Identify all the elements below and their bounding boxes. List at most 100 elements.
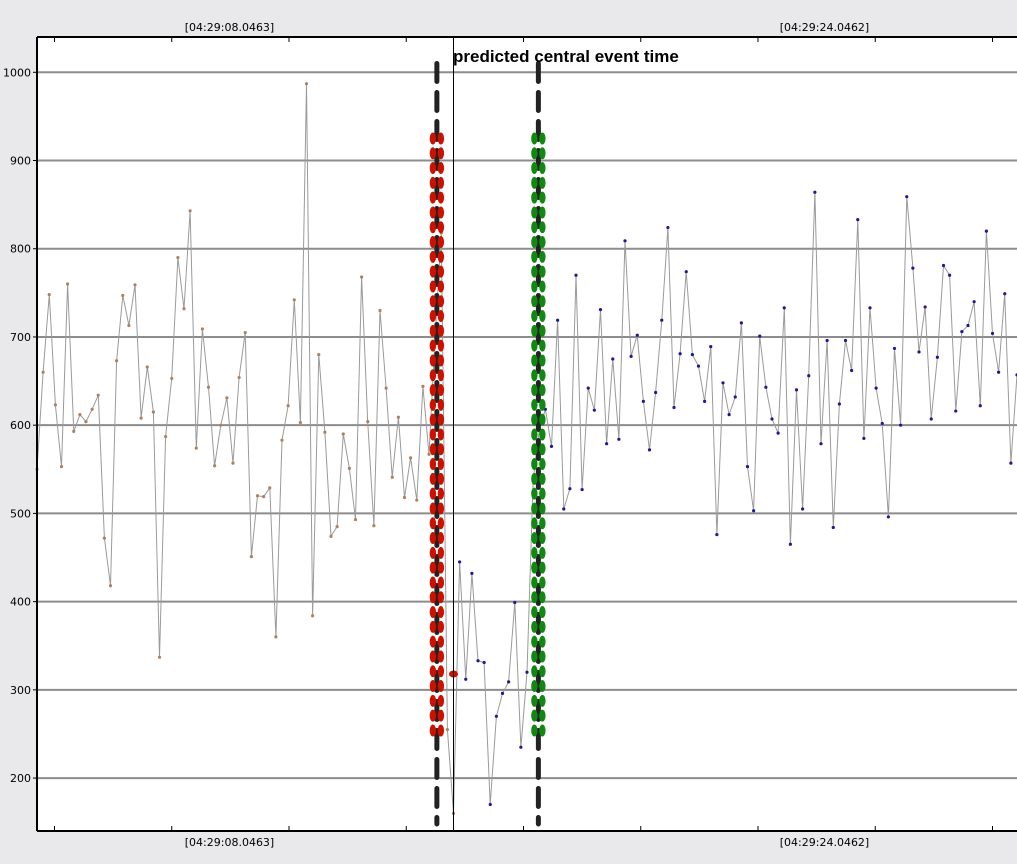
y-tick-label-300: 300 [10,684,31,697]
red-band-marker [429,132,437,145]
red-band-marker [437,250,445,263]
data-point [696,364,701,368]
red-band-marker [429,680,437,693]
green-band-marker [539,606,546,619]
red-band-marker [437,428,445,441]
data-point [813,190,817,194]
data-point [856,218,860,222]
red-band-marker [429,650,437,663]
red-band-marker [429,176,437,189]
green-band-marker [531,665,538,678]
data-point [978,404,982,408]
data-point [997,370,1001,374]
data-point [911,266,915,270]
red-band-marker [437,591,445,604]
time-label-top-left: [04:29:08.0463] [185,21,274,34]
data-point [770,417,774,421]
red-band-marker [429,606,437,619]
green-band-marker [531,324,538,337]
data-point [157,655,162,659]
data-point [666,225,670,230]
data-point [507,680,511,684]
data-point [580,487,584,492]
red-band-marker [437,458,445,471]
data-point [427,452,431,456]
data-point [262,495,266,499]
data-point [745,465,750,469]
red-band-marker [437,635,445,648]
data-point [59,465,64,469]
data-point [255,494,260,498]
red-band-marker [437,709,445,722]
data-point [690,353,694,357]
data-point [311,614,315,618]
green-band-marker [539,191,546,204]
data-point [960,330,964,334]
red-band-marker [429,191,437,204]
data-point [286,404,290,408]
green-band-marker [531,132,538,145]
data-point [929,417,933,421]
red-band-marker [437,517,445,530]
green-band-marker [539,487,546,500]
data-point [127,323,131,328]
data-point [280,438,284,442]
y-tick-label-500: 500 [10,507,31,520]
data-point [758,334,762,338]
green-band-marker [531,694,538,707]
green-band-marker [539,176,546,189]
green-band-marker [531,384,538,397]
data-point [905,195,909,199]
red-band-marker [429,561,437,574]
series-layer [35,82,1017,815]
data-point [396,415,400,419]
green-band-marker [531,339,538,352]
red-band-marker [429,310,437,323]
data-point [948,273,952,277]
red-band-marker [429,458,437,471]
data-point [592,408,596,412]
red-band-marker [429,576,437,589]
data-point [488,802,492,807]
data-point [819,442,823,446]
red-band-marker [437,665,445,678]
green-band-marker [531,606,538,619]
green-band-marker [531,472,538,485]
green-band-marker [539,517,546,530]
green-band-marker [531,176,538,189]
green-band-marker [531,709,538,722]
data-point [941,263,946,268]
data-point [899,423,903,427]
red-band-marker [437,576,445,589]
green-band-marker [531,517,538,530]
red-band-marker [437,324,445,337]
data-point [709,345,713,349]
red-band-marker [429,709,437,722]
data-point [323,430,327,434]
red-band-marker [429,236,437,249]
data-point [635,333,639,337]
data-point [200,327,204,331]
data-point [843,338,848,343]
green-band-marker [539,413,546,426]
gridlines [37,71,1017,780]
data-point [782,306,786,310]
green-band-marker [531,576,538,589]
red-band-marker [429,339,437,352]
data-point [605,442,609,446]
data-point [347,466,351,471]
red-band-marker [437,472,445,485]
data-point [249,555,253,559]
green-band-marker [539,694,546,707]
red-band-marker [437,650,445,663]
red-band-marker [429,724,437,737]
data-point [954,409,958,413]
data-point [139,416,143,420]
red-band-marker [437,191,445,204]
data-point [972,300,976,304]
green-band-marker [531,206,538,219]
green-band-marker [539,428,546,441]
data-point [415,498,419,502]
data-point [801,507,805,511]
data-point [727,412,731,417]
